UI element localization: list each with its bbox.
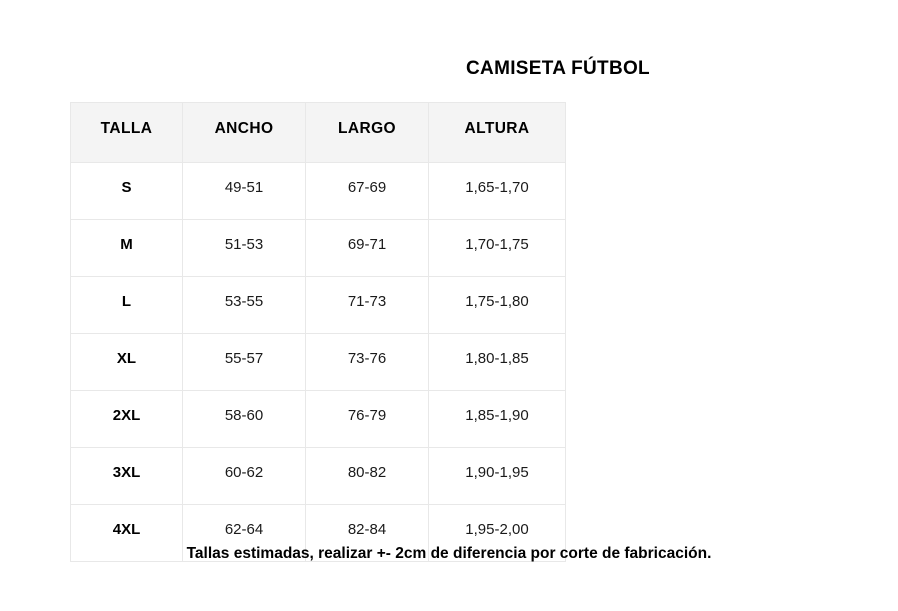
footer-note: Tallas estimadas, realizar +- 2cm de dif…	[186, 545, 712, 562]
table-header: TALLA ANCHO LARGO ALTURA	[70, 102, 566, 163]
table-row: 4XL 62-64 82-84 1,95-2,00	[70, 504, 566, 562]
cell-altura: 1,75-1,80	[428, 276, 566, 334]
cell-altura: 1,80-1,85	[428, 333, 566, 391]
table-row: L 53-55 71-73 1,75-1,80	[70, 276, 566, 334]
cell-largo: 71-73	[305, 276, 429, 334]
cell-altura: 1,85-1,90	[428, 390, 566, 448]
cell-ancho: 60-62	[182, 447, 306, 505]
cell-talla: XL	[70, 333, 183, 391]
cell-ancho: 55-57	[182, 333, 306, 391]
cell-largo: 76-79	[305, 390, 429, 448]
size-chart-table: TALLA ANCHO LARGO ALTURA S 49-51 67-69 1…	[70, 102, 566, 562]
column-header-ancho: ANCHO	[182, 102, 306, 163]
table-row: 2XL 58-60 76-79 1,85-1,90	[70, 390, 566, 448]
column-header-altura: ALTURA	[428, 102, 566, 163]
cell-largo: 69-71	[305, 219, 429, 277]
table-row: 3XL 60-62 80-82 1,90-1,95	[70, 447, 566, 505]
cell-talla: L	[70, 276, 183, 334]
cell-altura: 1,90-1,95	[428, 447, 566, 505]
table-row: XL 55-57 73-76 1,80-1,85	[70, 333, 566, 391]
cell-altura: 1,70-1,75	[428, 219, 566, 277]
cell-ancho: 49-51	[182, 162, 306, 220]
cell-talla: 4XL	[70, 504, 183, 562]
cell-altura: 1,65-1,70	[428, 162, 566, 220]
table-row: S 49-51 67-69 1,65-1,70	[70, 162, 566, 220]
cell-ancho: 58-60	[182, 390, 306, 448]
cell-ancho: 53-55	[182, 276, 306, 334]
table-body: S 49-51 67-69 1,65-1,70 M 51-53 69-71 1,…	[70, 162, 566, 562]
cell-talla: 2XL	[70, 390, 183, 448]
table-row: M 51-53 69-71 1,70-1,75	[70, 219, 566, 277]
page-title: CAMISETA FÚTBOL	[466, 58, 650, 79]
column-header-largo: LARGO	[305, 102, 429, 163]
table-header-row: TALLA ANCHO LARGO ALTURA	[70, 102, 566, 163]
cell-largo: 73-76	[305, 333, 429, 391]
cell-talla: M	[70, 219, 183, 277]
cell-talla: S	[70, 162, 183, 220]
cell-largo: 67-69	[305, 162, 429, 220]
cell-altura: 1,95-2,00	[428, 504, 566, 562]
cell-largo: 80-82	[305, 447, 429, 505]
cell-talla: 3XL	[70, 447, 183, 505]
cell-ancho: 51-53	[182, 219, 306, 277]
column-header-talla: TALLA	[70, 102, 183, 163]
cell-ancho: 62-64	[182, 504, 306, 562]
